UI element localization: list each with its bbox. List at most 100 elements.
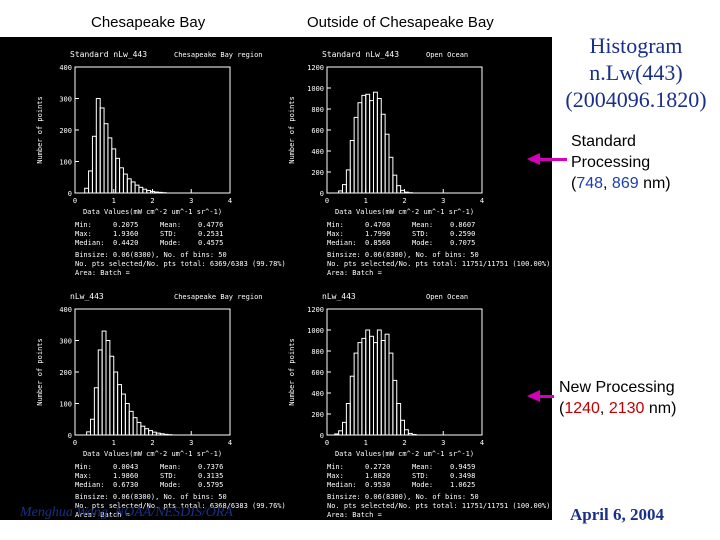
stat-value: 0.4700 xyxy=(365,221,390,229)
histogram-bar xyxy=(136,421,142,436)
histogram-bar xyxy=(134,184,140,194)
slide-title-line-2: n.Lw(443) xyxy=(589,60,683,85)
y-tick-label: 400 xyxy=(59,306,72,314)
stat-label: Mean: xyxy=(412,463,433,471)
y-tick-label: 400 xyxy=(311,390,324,398)
stat-value: 1.0625 xyxy=(450,481,475,489)
y-tick-label: 600 xyxy=(311,127,324,135)
stat-label: Mode: xyxy=(160,481,181,489)
panel-region: Chesapeake Bay region xyxy=(174,293,263,301)
histogram-bar xyxy=(373,91,378,194)
histogram-bar xyxy=(396,403,402,436)
x-tick-label: 4 xyxy=(228,197,232,205)
histogram-bar xyxy=(334,433,340,436)
paren-close: nm) xyxy=(644,400,677,417)
y-tick-label: 100 xyxy=(59,401,72,409)
histogram-bar xyxy=(342,184,347,194)
histogram-bar xyxy=(91,135,97,194)
x-tick-label: 2 xyxy=(402,439,406,447)
x-tick-label: 0 xyxy=(73,197,77,205)
histogram-bar xyxy=(369,335,374,436)
slide-title-line-1: Histogram xyxy=(589,33,683,58)
info-line: Binsize: 0.06(8300), No. of bins: 50 xyxy=(75,493,227,501)
info-line: Area: Batch = xyxy=(75,511,130,519)
histogram-bar xyxy=(157,191,163,194)
panel-region: Open Ocean xyxy=(426,51,468,59)
wavelength-1240: 1240 xyxy=(564,400,600,417)
x-tick-label: 1 xyxy=(364,197,368,205)
note-new-line-1: New Processing xyxy=(559,379,675,396)
x-tick-label: 0 xyxy=(325,439,329,447)
y-tick-label: 1000 xyxy=(307,85,324,93)
histogram-bar xyxy=(144,428,150,436)
x-tick-label: 3 xyxy=(189,439,193,447)
histogram-bar xyxy=(407,432,413,436)
x-tick-label: 3 xyxy=(189,197,193,205)
histogram-bar xyxy=(400,189,405,194)
stat-label: Min: xyxy=(327,463,344,471)
stat-value: 0.5795 xyxy=(198,481,223,489)
x-tick-label: 2 xyxy=(402,197,406,205)
stat-value: 0.7075 xyxy=(450,239,475,247)
stat-value: 0.8560 xyxy=(365,239,390,247)
x-tick-label: 0 xyxy=(325,197,329,205)
stat-value: 0.2075 xyxy=(113,221,138,229)
panel-region: Open Ocean xyxy=(426,293,468,301)
histogram-bar xyxy=(369,100,374,194)
x-axis-label: Data Values(mW cm^-2 um^-1 sr^-1) xyxy=(335,450,474,458)
stat-value: 1.8820 xyxy=(365,472,390,480)
histogram-bar xyxy=(132,417,138,436)
y-tick-label: 1000 xyxy=(307,327,324,335)
panel-title: nLw_443 xyxy=(70,292,104,301)
histogram-bar xyxy=(396,185,402,194)
stat-label: Max: xyxy=(75,472,92,480)
stat-label: STD: xyxy=(412,230,429,238)
stat-value: 0.3135 xyxy=(198,472,223,480)
histogram-bar xyxy=(115,157,121,194)
info-line: Area: Batch = xyxy=(75,269,130,277)
histogram-bar xyxy=(105,340,111,436)
header-chesapeake-bay: Chesapeake Bay xyxy=(91,14,206,31)
y-tick-label: 0 xyxy=(320,190,324,198)
histogram-bar xyxy=(130,181,136,194)
note-standard-processing: Standard Processing (748, 869 nm) xyxy=(571,131,671,194)
histogram-bar xyxy=(357,342,363,436)
slide-title: Histogram n.Lw(443) (2004096.1820) xyxy=(552,32,720,113)
presentation-date: April 6, 2004 xyxy=(570,505,664,524)
info-line: Area: Batch = xyxy=(327,511,382,519)
histogram-bar xyxy=(349,375,355,436)
x-tick-label: 0 xyxy=(73,439,77,447)
plot-frame xyxy=(74,66,231,194)
stat-label: Median: xyxy=(327,239,357,247)
y-tick-label: 600 xyxy=(311,369,324,377)
info-line: No. pts selected/No. pts total: 11751/11… xyxy=(327,260,550,268)
stat-label: STD: xyxy=(412,472,429,480)
histogram-bar xyxy=(128,410,134,436)
note-standard-line-1: Standard xyxy=(571,133,636,150)
stat-label: Max: xyxy=(75,230,92,238)
histogram-bar xyxy=(159,433,165,436)
histogram-bar xyxy=(88,170,93,194)
y-tick-label: 200 xyxy=(59,127,72,135)
stat-value: 0.7376 xyxy=(198,463,223,471)
histogram-bar xyxy=(93,387,99,436)
histogram-bar xyxy=(86,431,91,436)
histogram-bar xyxy=(400,419,405,436)
author-credit: Menghua Wang, NOAA/NESDIS/ORA xyxy=(20,505,233,520)
y-tick-label: 200 xyxy=(59,369,72,377)
stat-label: Min: xyxy=(75,221,92,229)
x-axis-label: Data Values(mW cm^-2 um^-1 sr^-1) xyxy=(335,208,474,216)
histogram-bar xyxy=(338,430,343,436)
y-tick-label: 800 xyxy=(311,348,324,356)
histogram-bar xyxy=(404,429,409,436)
separator: , xyxy=(599,400,609,417)
stat-label: Min: xyxy=(75,463,92,471)
histogram-bar xyxy=(126,178,132,194)
slide-title-line-3: (2004096.1820) xyxy=(565,87,707,112)
histogram-bar xyxy=(349,140,355,194)
histogram-bar xyxy=(342,421,347,436)
stat-label: Max: xyxy=(327,230,344,238)
histogram-bar xyxy=(122,173,128,194)
y-tick-label: 200 xyxy=(311,169,324,177)
y-tick-label: 200 xyxy=(311,411,324,419)
